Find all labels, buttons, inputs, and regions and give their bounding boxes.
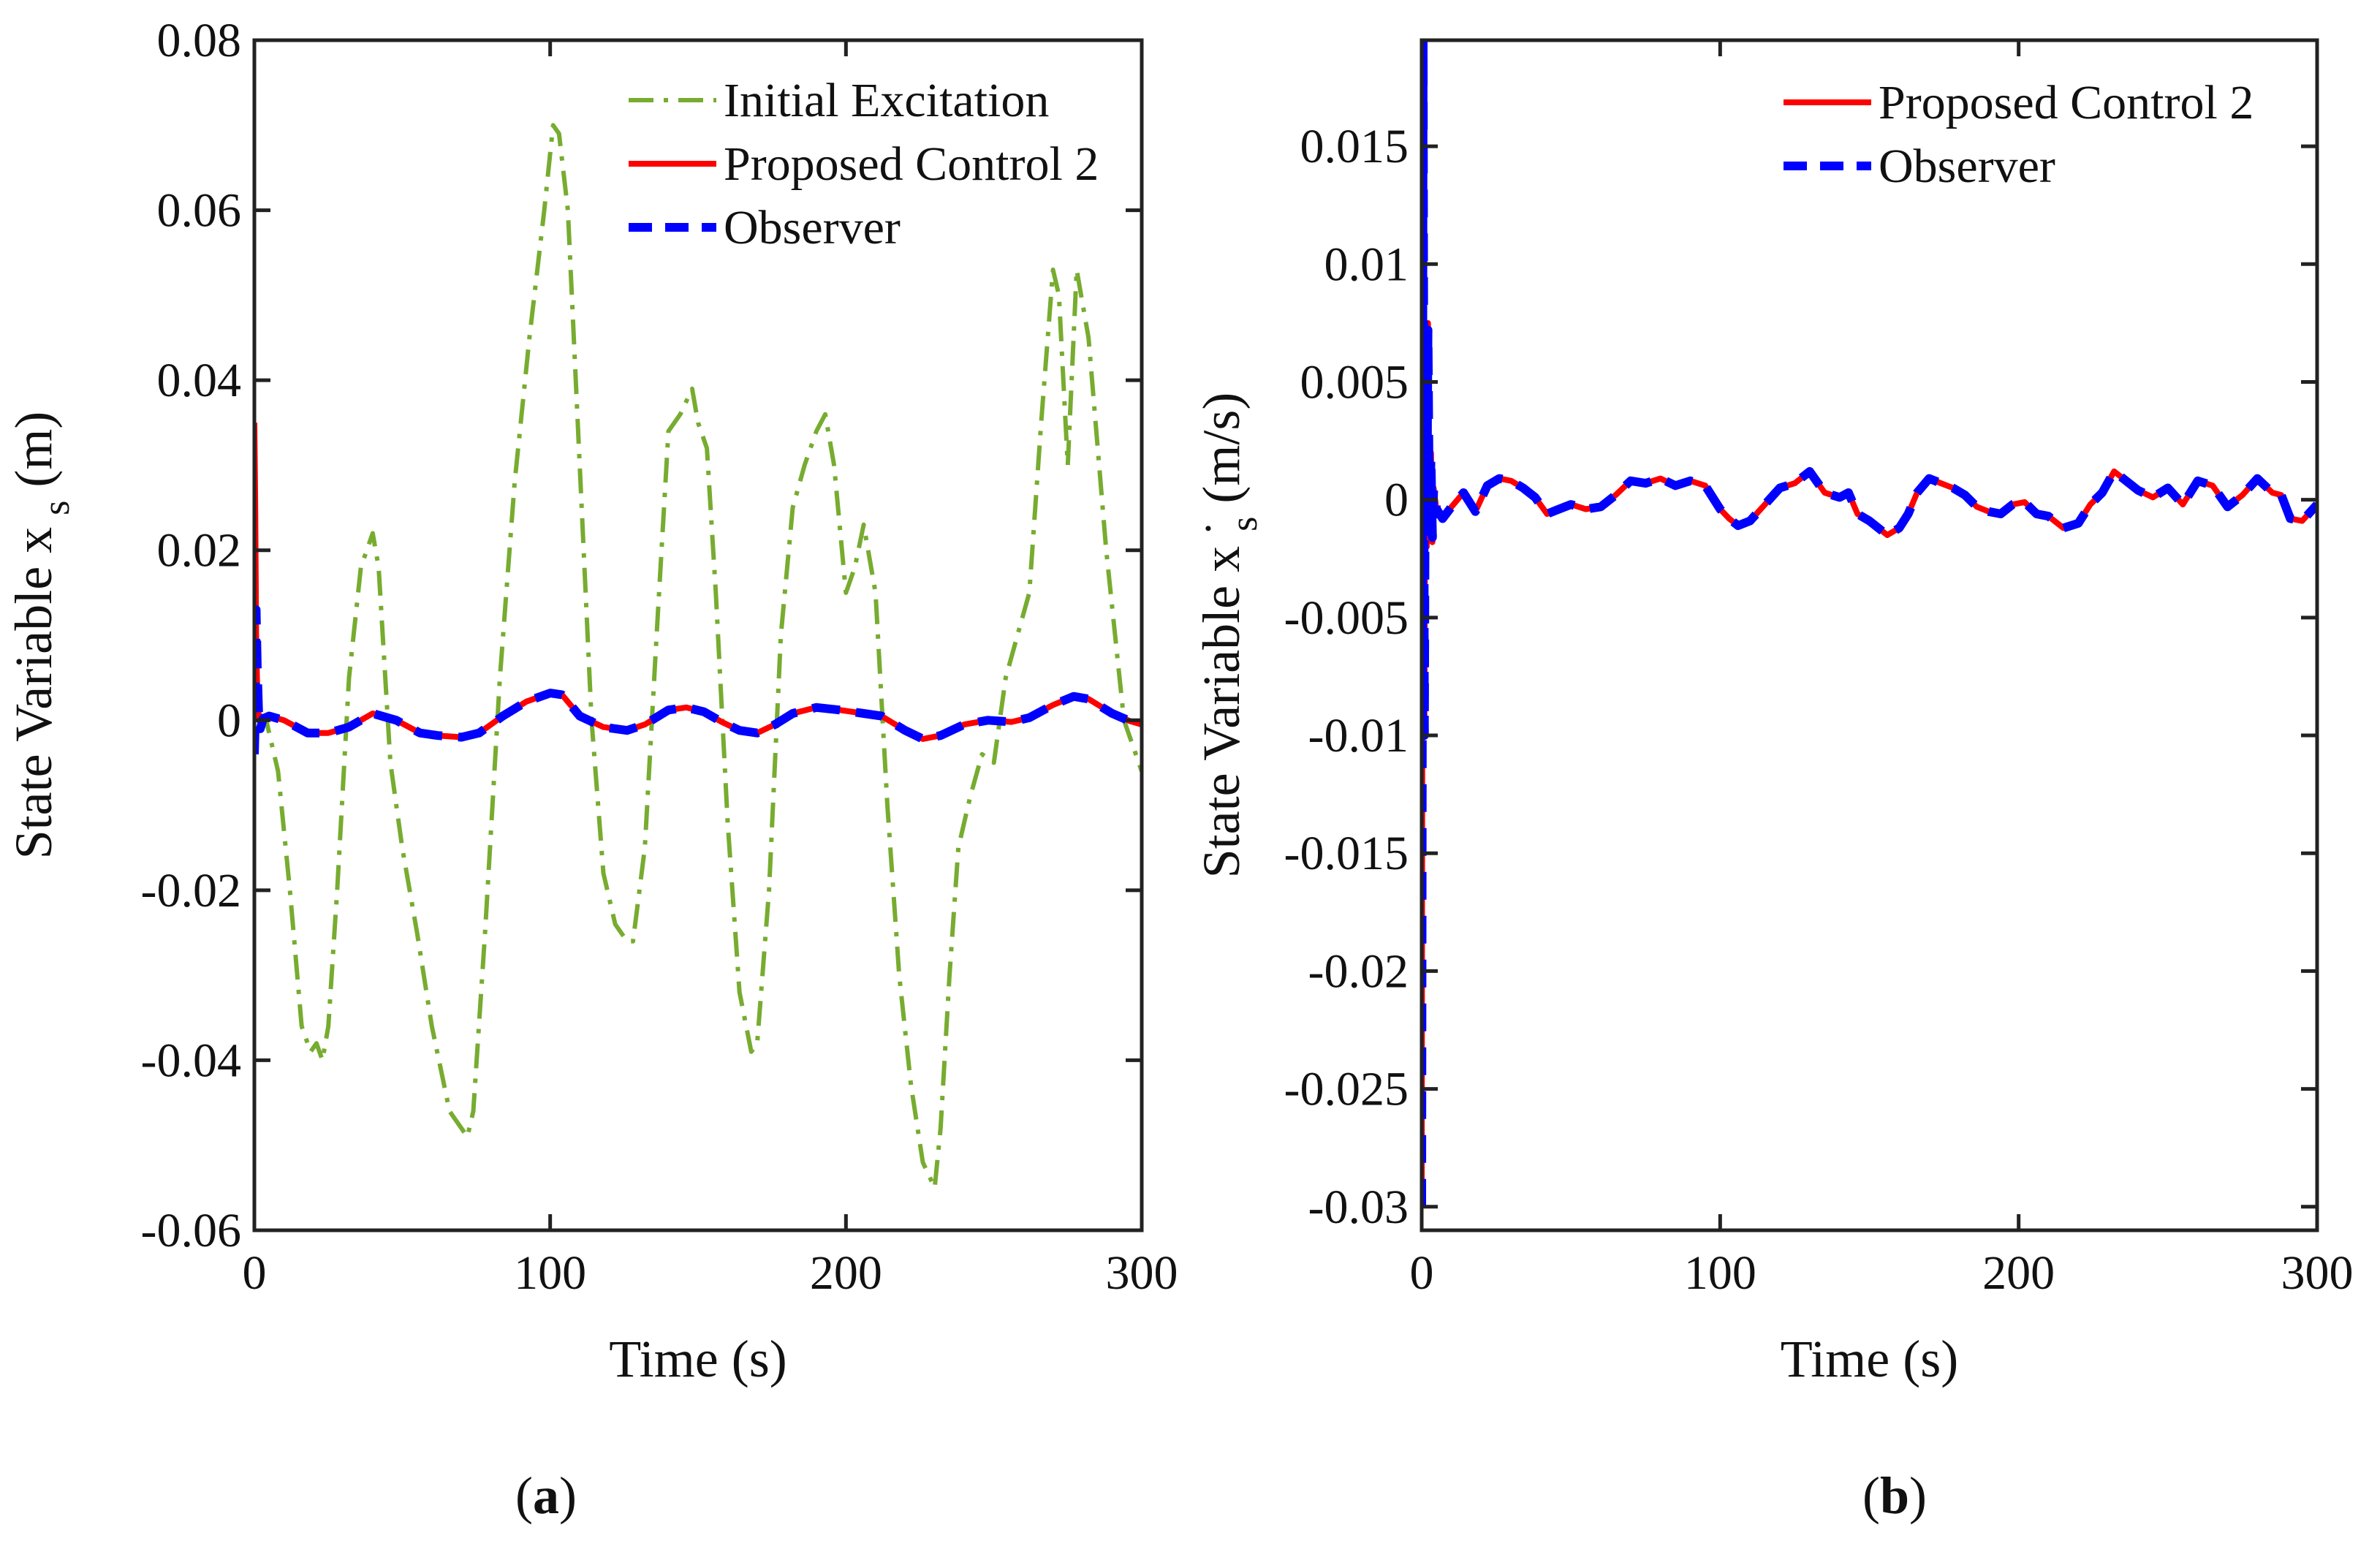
y-tick-label: 0.01 <box>1324 238 1409 291</box>
panel-label-letter: a <box>533 1466 559 1525</box>
y-tick-label: -0.03 <box>1308 1181 1409 1234</box>
y-tick-label: -0.06 <box>141 1204 241 1257</box>
y-tick-label: -0.025 <box>1284 1063 1409 1116</box>
panel-label-open: ( <box>515 1466 533 1525</box>
x-tick-label: 200 <box>810 1246 882 1300</box>
plot-area <box>1422 40 2317 1207</box>
y-axis-label-main: State Variable x <box>1192 546 1251 879</box>
x-axis-label: Time (s) <box>1781 1330 1958 1388</box>
y-tick-label: -0.015 <box>1284 827 1409 880</box>
panel-label-open: ( <box>1862 1466 1880 1525</box>
chart-panel-b: 0 100 200 300 -0.03 -0.025 -0.02 -0.015 -0.01 -0.… <box>1184 38 2354 1525</box>
x-tick-label: 100 <box>514 1246 586 1300</box>
y-tick-label: 0 <box>217 694 241 747</box>
series-line-initial-excitation <box>254 123 1142 1190</box>
y-tick-label: 0.015 <box>1300 120 1409 173</box>
x-tick-label: 0 <box>243 1246 267 1300</box>
y-axis-label-unit: (m) <box>4 412 63 501</box>
y-tick-label: -0.02 <box>141 864 241 917</box>
x-tick-label: 300 <box>1106 1246 1178 1300</box>
y-tick-label: 0.005 <box>1300 355 1409 409</box>
x-tick-label: 100 <box>1684 1246 1756 1300</box>
y-tick-label: -0.005 <box>1284 591 1409 645</box>
axes-frame <box>1419 38 2319 1232</box>
x-tick-label: 0 <box>1410 1246 1434 1300</box>
legend: Initial Excitation Proposed Control 2 Obse… <box>629 74 1099 254</box>
series-line-observer <box>254 605 1142 754</box>
y-axis-label: State Variable x s (m) <box>4 412 77 860</box>
y-axis-label-unit: (m/s) <box>1192 393 1251 517</box>
x-axis-label: Time (s) <box>609 1330 786 1388</box>
y-axis-label-sub: s <box>1224 517 1265 531</box>
legend-label: Observer <box>1879 140 2055 193</box>
y-axis-label-sup: · <box>1184 521 1232 536</box>
panel-label-close: ) <box>559 1466 577 1525</box>
y-tick-label: 0.02 <box>157 524 242 577</box>
y-axis-label: State Variable x ·s (m/s) <box>1184 393 1265 879</box>
axes-frame <box>252 38 1144 1232</box>
legend: Proposed Control 2 Observer <box>1784 76 2254 193</box>
chart-panel-a: 0 100 200 300 -0.06 -0.04 -0.02 0 0.02 0.04 0.06 0.… <box>4 14 1178 1525</box>
y-axis-label-sub: s <box>36 501 77 515</box>
y-tick-label: -0.01 <box>1308 709 1409 762</box>
legend-label: Proposed Control 2 <box>1879 76 2254 129</box>
y-tick-label: -0.04 <box>141 1034 241 1087</box>
panel-label: (a) <box>515 1466 577 1525</box>
y-tick-label: 0.08 <box>157 14 242 67</box>
plot-area <box>254 123 1142 1190</box>
series-line-proposed-control-2 <box>1422 40 2317 1207</box>
legend-label: Initial Excitation <box>724 74 1049 127</box>
y-tick-label: 0 <box>1384 474 1409 527</box>
x-tick-label: 300 <box>2281 1246 2354 1300</box>
legend-label: Proposed Control 2 <box>724 137 1099 191</box>
panel-label-letter: b <box>1880 1466 1909 1525</box>
panel-label: (b) <box>1862 1466 1927 1525</box>
series-line-observer <box>1422 40 2317 1207</box>
y-tick-label: 0.04 <box>157 354 242 407</box>
y-axis-label-main: State Variable x <box>4 527 63 860</box>
panel-label-close: ) <box>1909 1466 1927 1525</box>
x-tick-label: 200 <box>1982 1246 2055 1300</box>
legend-label: Observer <box>724 201 901 254</box>
y-tick-label: -0.02 <box>1308 944 1409 998</box>
y-tick-label: 0.06 <box>157 184 242 238</box>
